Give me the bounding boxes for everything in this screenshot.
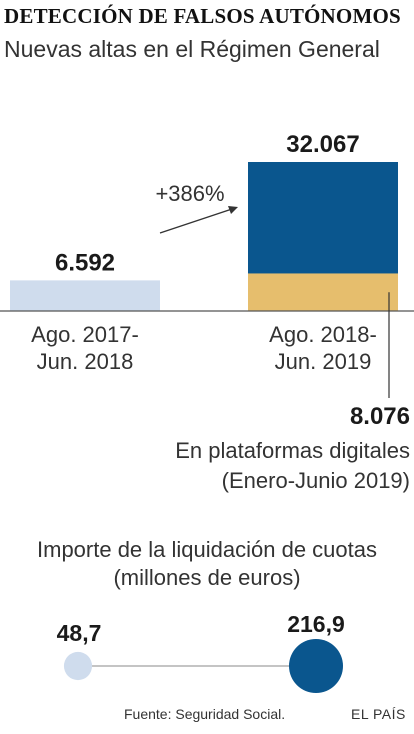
bar-value-label: 6.592: [55, 249, 115, 276]
segment-description: (Enero-Junio 2019): [222, 468, 410, 493]
chart-title: DETECCIÓN DE FALSOS AUTÓNOMOS: [4, 4, 401, 28]
brand-logo: EL PAÍS: [351, 706, 406, 722]
segment-description: En plataformas digitales: [175, 438, 410, 463]
growth-arrow-line: [159, 208, 233, 234]
bar-value-label: 32.067: [286, 131, 359, 158]
chart2-title: (millones de euros): [113, 565, 300, 590]
dot-2019: [289, 639, 343, 693]
dot-value-label: 48,7: [57, 620, 102, 646]
category-label: Jun. 2018: [37, 349, 134, 374]
growth-arrow-head: [228, 206, 238, 214]
category-label: Ago. 2018-: [269, 322, 377, 347]
chart-subtitle: Nuevas altas en el Régimen General: [4, 36, 380, 62]
growth-annotation: +386%: [155, 181, 224, 206]
category-label: Jun. 2019: [275, 349, 372, 374]
bar-2017-2018: [10, 280, 160, 311]
bar-segment-platforms: [248, 273, 398, 311]
dot-value-label: 216,9: [287, 611, 345, 637]
chart2-title: Importe de la liquidación de cuotas: [37, 537, 377, 562]
category-label: Ago. 2017-: [31, 322, 139, 347]
source-note: Fuente: Seguridad Social.: [124, 706, 286, 722]
dot-2018: [63, 651, 93, 681]
bar-2018-2019: [248, 162, 398, 274]
segment-value-label: 8.076: [350, 403, 410, 430]
